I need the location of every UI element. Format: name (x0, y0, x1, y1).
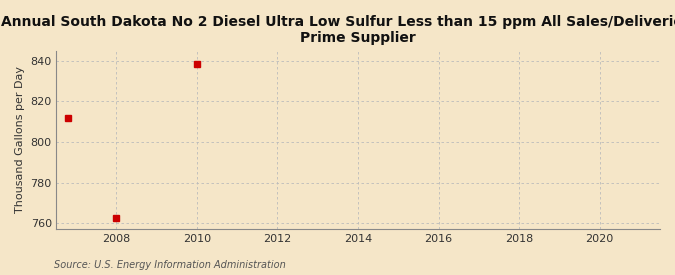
Text: Source: U.S. Energy Information Administration: Source: U.S. Energy Information Administ… (54, 260, 286, 270)
Y-axis label: Thousand Gallons per Day: Thousand Gallons per Day (15, 67, 25, 213)
Title: Annual South Dakota No 2 Diesel Ultra Low Sulfur Less than 15 ppm All Sales/Deli: Annual South Dakota No 2 Diesel Ultra Lo… (1, 15, 675, 45)
